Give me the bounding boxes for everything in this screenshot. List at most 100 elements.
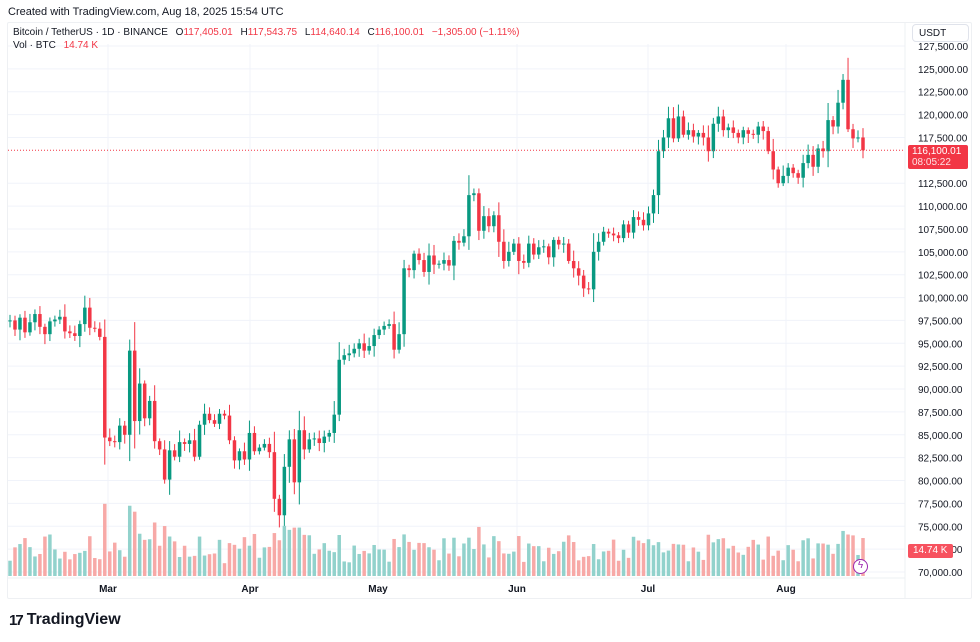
tradingview-logo[interactable]: 17 TradingView — [9, 611, 121, 629]
volume-bar — [23, 538, 27, 576]
volume-bar — [836, 543, 840, 576]
volume-bar — [711, 542, 716, 576]
bar-countdown: 08:05:22 — [912, 157, 951, 168]
volume-bar — [437, 560, 441, 576]
volume-bar — [317, 549, 322, 576]
candle-down — [626, 224, 631, 233]
tradingview-wordmark: TradingView — [26, 611, 121, 628]
candle-up — [841, 79, 845, 103]
candle-up — [282, 466, 287, 516]
volume-bar — [177, 556, 182, 576]
volume-bar — [312, 553, 317, 576]
volume-label[interactable]: Vol · BTC — [13, 40, 56, 51]
candle-down — [93, 327, 97, 329]
candle-down — [546, 246, 551, 258]
volume-bar — [137, 533, 142, 576]
volume-bar — [307, 535, 312, 576]
volume-bar — [222, 563, 227, 576]
volume-bar — [78, 552, 82, 576]
volume-bar — [666, 550, 671, 576]
symbol-title[interactable]: Bitcoin / TetherUS · 1D · BINANCE — [13, 27, 168, 38]
last-price-badge: 116,100.01 08:05:22 — [908, 145, 968, 169]
candle-down — [576, 268, 581, 276]
currency-selector[interactable]: USDT — [912, 24, 969, 42]
volume-bar — [477, 526, 481, 576]
volume-bar — [28, 547, 32, 576]
volume-bar — [38, 553, 42, 576]
candle-up — [781, 175, 785, 184]
volume-bar — [417, 542, 421, 576]
volume-bar — [561, 541, 566, 576]
candle-down — [517, 243, 521, 261]
volume-bar — [407, 541, 411, 576]
volume-bar — [656, 542, 661, 576]
volume-bar — [786, 545, 790, 576]
change-value: −1,305.00 (−1.11%) — [431, 27, 520, 38]
candle-up — [856, 137, 860, 139]
candle-up — [202, 413, 207, 425]
lightning-indicator-icon[interactable]: ϟ — [853, 559, 868, 574]
volume-bar — [287, 529, 292, 576]
candle-up — [342, 355, 346, 360]
volume-bar — [327, 550, 331, 576]
price-tick-label: 70,000.00 — [918, 568, 963, 579]
price-tick-label: 127,500.00 — [918, 42, 968, 53]
candle-up — [312, 438, 317, 440]
volume-bar — [736, 552, 741, 576]
candle-up — [631, 217, 636, 233]
candle-up — [387, 324, 391, 326]
volume-value: 14.74 K — [63, 40, 99, 51]
candle-down — [761, 126, 765, 132]
volume-bar — [103, 503, 107, 576]
candle-down — [207, 413, 212, 421]
volume-bar — [352, 545, 356, 576]
candle-down — [502, 241, 506, 261]
candle-up — [537, 247, 541, 255]
volume-bar — [242, 537, 247, 576]
volume-bar — [551, 553, 556, 576]
volume-bar — [63, 551, 67, 576]
volume-bar — [427, 547, 431, 576]
candle-down — [232, 440, 237, 461]
candle-down — [162, 449, 167, 480]
volume-bar — [566, 535, 571, 576]
candle-up — [542, 246, 546, 248]
volume-bar — [53, 549, 57, 576]
candle-down — [477, 193, 481, 231]
volume-bar — [332, 552, 336, 576]
volume-bar — [357, 553, 361, 576]
volume-bar — [337, 534, 341, 576]
candle-down — [38, 314, 42, 327]
candle-down — [43, 326, 47, 335]
candle-up — [711, 123, 716, 152]
volume-bar — [113, 542, 117, 576]
volume-bar — [611, 539, 616, 576]
volume-bar — [362, 550, 366, 576]
candle-down — [317, 438, 322, 444]
price-tick-label: 100,000.00 — [918, 294, 968, 305]
volume-bar — [202, 555, 207, 576]
volume-bar — [252, 533, 257, 576]
candle-up — [167, 450, 172, 480]
candle-down — [242, 451, 247, 460]
candle-up — [402, 268, 406, 335]
volume-bar — [127, 505, 132, 576]
price-tick-label: 105,000.00 — [918, 248, 968, 259]
volume-bar — [571, 542, 576, 576]
candle-down — [108, 437, 112, 442]
candle-down — [487, 216, 491, 227]
time-tick-label: Mar — [99, 584, 117, 595]
volume-bar — [497, 541, 501, 576]
volume-bar — [696, 551, 701, 576]
volume-bar — [781, 560, 785, 576]
volume-bar — [631, 536, 636, 576]
candle-up — [512, 243, 516, 252]
volume-bar — [507, 553, 511, 576]
candle-up — [237, 451, 242, 461]
price-tick-label: 122,500.00 — [918, 88, 968, 99]
volume-bar — [821, 543, 825, 576]
candle-down — [417, 253, 421, 261]
candle-down — [272, 452, 277, 499]
last-price: 116,100.01 — [912, 146, 962, 157]
